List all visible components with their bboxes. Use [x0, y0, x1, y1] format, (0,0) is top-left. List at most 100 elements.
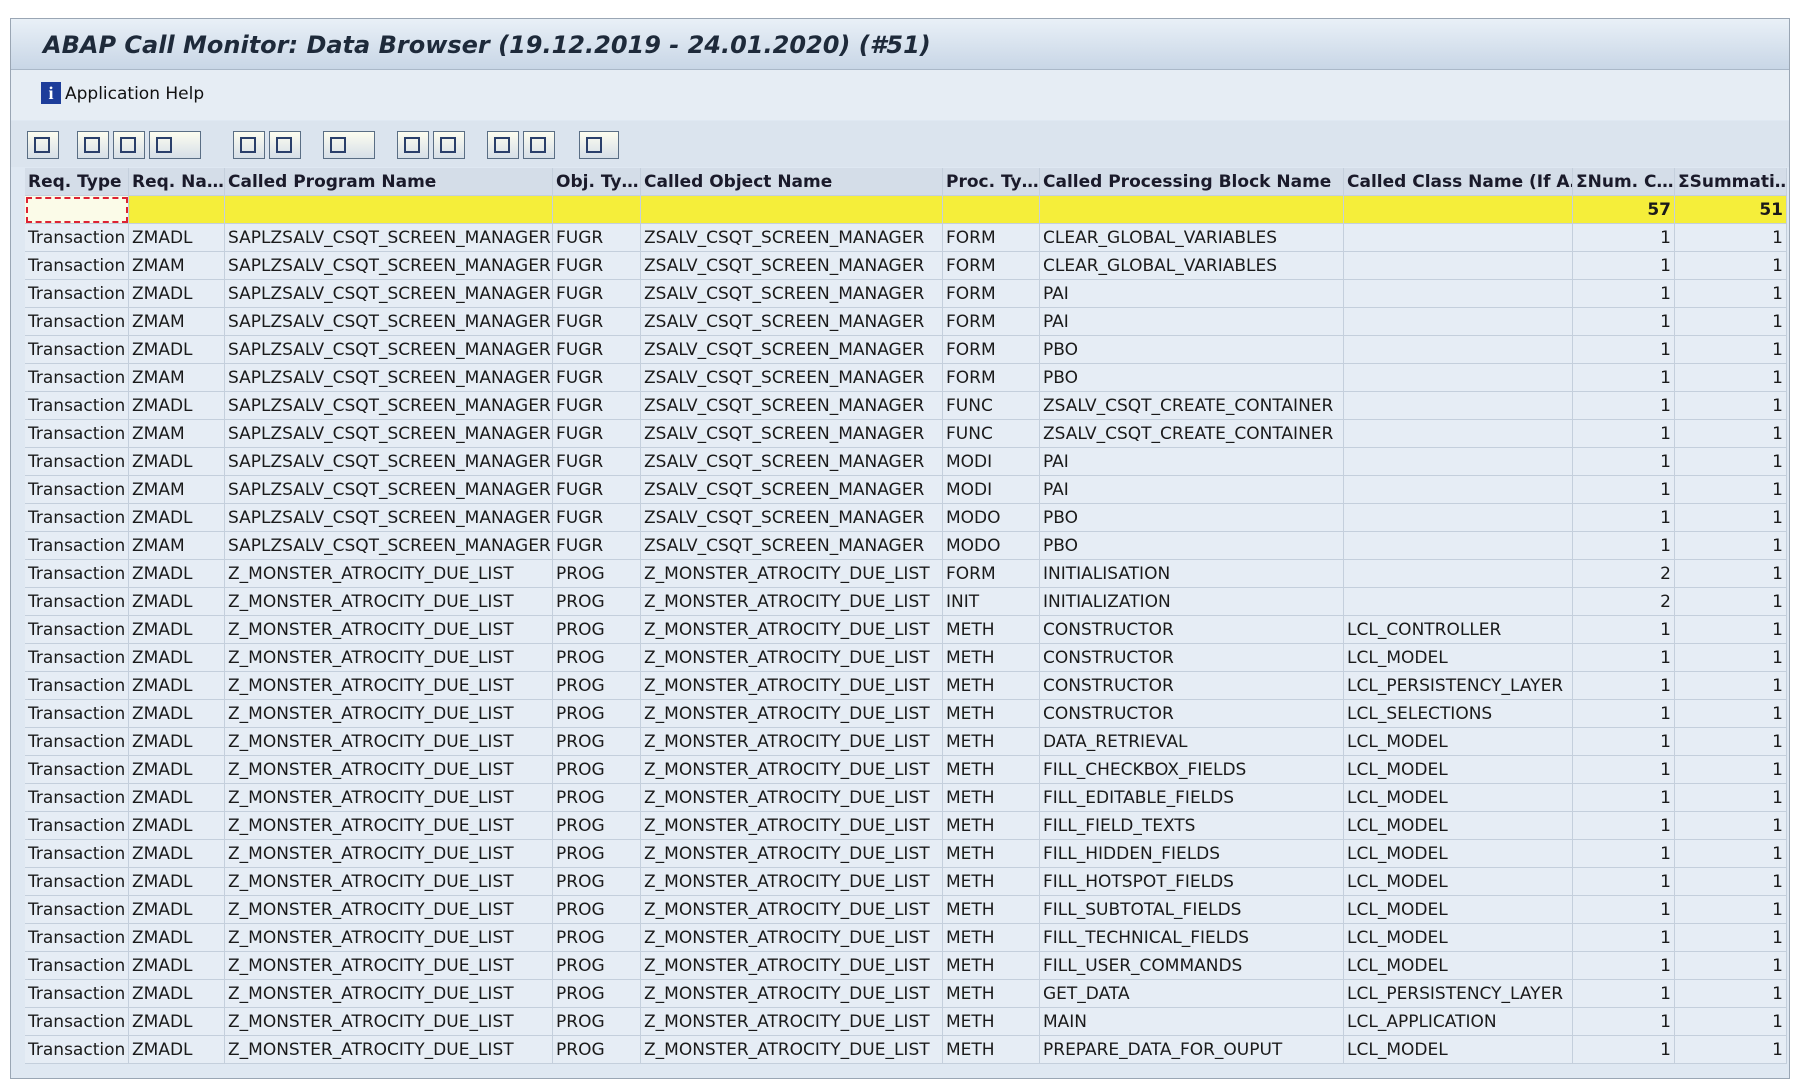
menu-item[interactable]: Application Help — [65, 84, 205, 104]
table-cell: METH — [943, 1008, 1040, 1036]
table-cell: ZMAM — [129, 308, 225, 336]
table-cell: FORM — [943, 252, 1040, 280]
print-button[interactable] — [77, 131, 109, 159]
table-cell: PAI — [1040, 280, 1344, 308]
delete-filter-button[interactable] — [269, 131, 301, 159]
table-cell: Transaction — [25, 392, 129, 420]
table-cell: LCL_MODEL — [1344, 840, 1573, 868]
table-cell: ZMADL — [129, 280, 225, 308]
table-cell: FILL_HIDDEN_FIELDS — [1040, 840, 1344, 868]
table-cell: 1 — [1675, 784, 1787, 812]
table-cell: Transaction — [25, 896, 129, 924]
table-cell: 1 — [1675, 280, 1787, 308]
table-cell: METH — [943, 756, 1040, 784]
table-cell: METH — [943, 616, 1040, 644]
table-cell: 1 — [1675, 756, 1787, 784]
sum-button[interactable] — [323, 131, 375, 159]
table-cell: LCL_PERSISTENCY_LAYER — [1344, 672, 1573, 700]
table-cell: SAPLZSALV_CSQT_SCREEN_MANAGER — [225, 420, 553, 448]
table-cell: Transaction — [25, 672, 129, 700]
table-cell: Z_MONSTER_ATROCITY_DUE_LIST — [225, 924, 553, 952]
table-cell — [1344, 392, 1573, 420]
table-cell: SAPLZSALV_CSQT_SCREEN_MANAGER — [225, 392, 553, 420]
table-cell: SAPLZSALV_CSQT_SCREEN_MANAGER — [225, 364, 553, 392]
table-cell: PROG — [553, 756, 641, 784]
column-header[interactable]: ΣNum. C… — [1573, 168, 1675, 196]
filter-button[interactable] — [233, 131, 265, 159]
table-cell: METH — [943, 980, 1040, 1008]
detail-button[interactable] — [27, 131, 59, 159]
column-header[interactable]: Called Program Name — [225, 168, 553, 196]
table-cell: 1 — [1573, 252, 1675, 280]
table-cell: FILL_FIELD_TEXTS — [1040, 812, 1344, 840]
table-cell: Z_MONSTER_ATROCITY_DUE_LIST — [225, 1008, 553, 1036]
table-cell: ZMADL — [129, 224, 225, 252]
table-cell: 1 — [1573, 504, 1675, 532]
table-cell: Z_MONSTER_ATROCITY_DUE_LIST — [225, 840, 553, 868]
table-cell: Transaction — [25, 1008, 129, 1036]
table-cell: LCL_MODEL — [1344, 644, 1573, 672]
table-cell: PROG — [553, 924, 641, 952]
table-cell: FUGR — [553, 364, 641, 392]
columns-button[interactable] — [149, 131, 201, 159]
total-row-cell — [25, 196, 129, 224]
table-cell: FILL_TECHNICAL_FIELDS — [1040, 924, 1344, 952]
layout-button[interactable] — [113, 131, 145, 159]
table-cell: INIT — [943, 588, 1040, 616]
column-header[interactable]: Req. Type — [25, 168, 129, 196]
table-cell: METH — [943, 952, 1040, 980]
column-header[interactable]: Called Object Name — [641, 168, 943, 196]
table-cell: PROG — [553, 728, 641, 756]
column-header[interactable]: Obj. Ty… — [553, 168, 641, 196]
collapse-button[interactable] — [523, 131, 555, 159]
table-cell: ZMADL — [129, 784, 225, 812]
table-cell: Z_MONSTER_ATROCITY_DUE_LIST — [641, 812, 943, 840]
table-cell: 1 — [1573, 700, 1675, 728]
total-row-cell — [553, 196, 641, 224]
table-cell: INITIALIZATION — [1040, 588, 1344, 616]
expand-button[interactable] — [487, 131, 519, 159]
column-header[interactable]: Proc. Ty… — [943, 168, 1040, 196]
export-button[interactable] — [397, 131, 429, 159]
table-cell: CONSTRUCTOR — [1040, 644, 1344, 672]
window: ABAP Call Monitor: Data Browser (19.12.2… — [10, 18, 1790, 1079]
table-cell: ZSALV_CSQT_SCREEN_MANAGER — [641, 252, 943, 280]
table-cell: 1 — [1573, 812, 1675, 840]
table-cell: FUNC — [943, 420, 1040, 448]
table-cell: FORM — [943, 224, 1040, 252]
table-cell: CONSTRUCTOR — [1040, 700, 1344, 728]
table-cell: 1 — [1675, 588, 1787, 616]
graphic-button[interactable] — [579, 131, 619, 159]
table-cell: FILL_EDITABLE_FIELDS — [1040, 784, 1344, 812]
column-header[interactable]: Called Class Name (If A… — [1344, 168, 1573, 196]
column-header[interactable]: Called Processing Block Name — [1040, 168, 1344, 196]
table-cell — [1344, 588, 1573, 616]
table-cell: 1 — [1573, 924, 1675, 952]
help-icon[interactable]: i — [41, 82, 61, 104]
table-cell: PROG — [553, 896, 641, 924]
table-cell: PROG — [553, 980, 641, 1008]
table-cell: ZSALV_CSQT_CREATE_CONTAINER — [1040, 392, 1344, 420]
table-cell: Z_MONSTER_ATROCITY_DUE_LIST — [641, 672, 943, 700]
table-cell: FUGR — [553, 504, 641, 532]
column-header[interactable]: Req. Na… — [129, 168, 225, 196]
table-cell: METH — [943, 1036, 1040, 1064]
table-cell: PAI — [1040, 308, 1344, 336]
view-button[interactable] — [433, 131, 465, 159]
table-cell: PAI — [1040, 448, 1344, 476]
table-cell: Transaction — [25, 840, 129, 868]
table-cell: METH — [943, 784, 1040, 812]
table-cell: ZMADL — [129, 1008, 225, 1036]
table-cell: PBO — [1040, 504, 1344, 532]
table-cell: Z_MONSTER_ATROCITY_DUE_LIST — [225, 756, 553, 784]
table-cell: FILL_HOTSPOT_FIELDS — [1040, 868, 1344, 896]
table-cell: ZMADL — [129, 448, 225, 476]
table-cell — [1344, 504, 1573, 532]
column-header[interactable]: ΣSummati… — [1675, 168, 1787, 196]
table-cell: 1 — [1573, 644, 1675, 672]
table-cell: ZMADL — [129, 672, 225, 700]
total-row-cell — [129, 196, 225, 224]
table-cell: ZMADL — [129, 728, 225, 756]
table-cell: 1 — [1675, 644, 1787, 672]
table-cell: 1 — [1675, 1008, 1787, 1036]
